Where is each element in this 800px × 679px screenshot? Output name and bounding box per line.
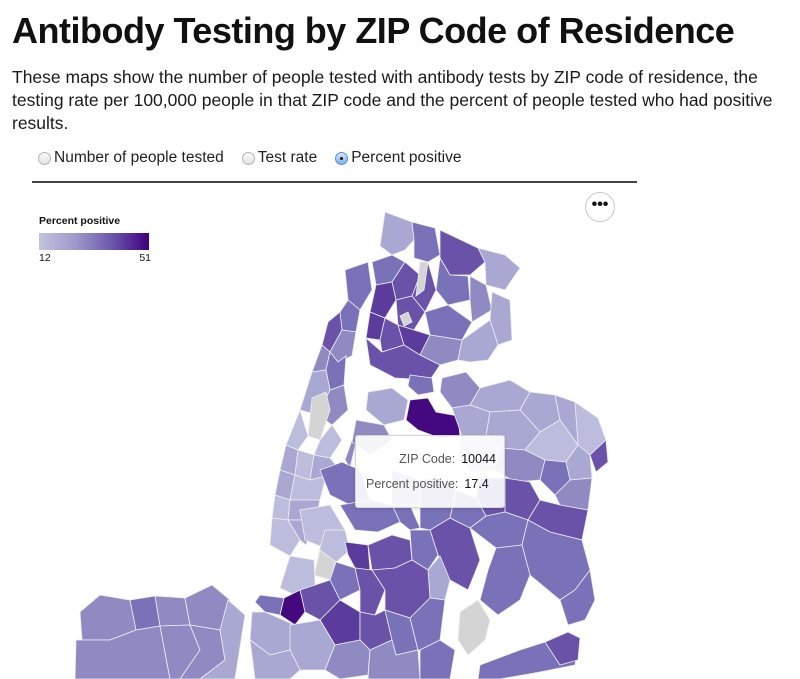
divider	[32, 181, 637, 183]
legend-max-label: 51	[139, 252, 151, 264]
tooltip-zip-label: ZIP Code:	[399, 452, 456, 466]
radio-label: Test rate	[257, 149, 318, 166]
tooltip-zip-value: 10044	[461, 452, 496, 466]
queens-region	[351, 371, 609, 626]
choropleth-map[interactable]	[0, 190, 800, 679]
legend-min-label: 12	[39, 252, 51, 264]
page-description: These maps show the number of people tes…	[12, 67, 773, 133]
radio-label: Number of people tested	[54, 149, 224, 166]
color-legend: Percent positive 12 51	[39, 215, 151, 264]
jfk-airport	[457, 599, 491, 656]
rockaway-region	[477, 631, 581, 679]
legend-gradient-bar	[39, 233, 149, 250]
radio-percent-positive[interactable]: Percent positive	[335, 149, 461, 167]
bronx-region	[365, 211, 521, 381]
staten-island-region	[74, 584, 246, 679]
radio-button-icon[interactable]	[241, 151, 255, 165]
metric-selector: Number of people tested Test rate Percen…	[38, 149, 479, 167]
tooltip-percent-label: Percent positive:	[366, 477, 459, 491]
ellipsis-icon: •••	[591, 195, 609, 213]
rikers-region	[407, 374, 435, 396]
radio-button-icon[interactable]	[38, 151, 51, 165]
legend-title: Percent positive	[39, 215, 121, 227]
radio-label: Percent positive	[351, 149, 462, 166]
page-title: Antibody Testing by ZIP Code of Residenc…	[12, 10, 735, 51]
brooklyn-region	[249, 461, 456, 679]
map-tooltip: ZIP Code: 10044 Percent positive: 17.4	[355, 435, 505, 508]
radio-button-selected-icon[interactable]	[335, 151, 349, 165]
radio-number-tested[interactable]: Number of people tested	[38, 149, 224, 167]
more-options-button[interactable]: •••	[585, 192, 615, 222]
radio-test-rate[interactable]: Test rate	[241, 149, 318, 167]
tooltip-percent-value: 17.4	[464, 477, 489, 491]
